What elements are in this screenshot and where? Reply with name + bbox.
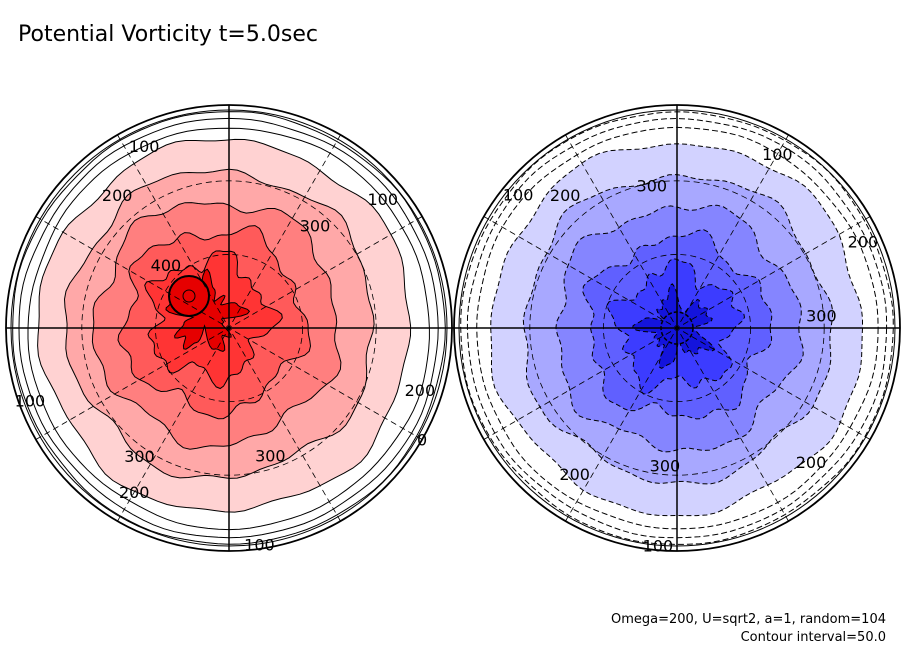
contour-label: 300 — [650, 457, 681, 476]
contour-label: 100 — [244, 535, 275, 554]
contour-label: 200 — [848, 232, 879, 251]
contour-label: 200 — [102, 186, 133, 205]
panel-south: 100 100 200 300 200 300 200 300 200 100 — [453, 104, 901, 556]
contour-label: 300 — [637, 176, 668, 195]
contour-label: 200 — [550, 186, 581, 205]
contour-label: 300 — [255, 446, 286, 465]
contour-interval-note: Contour interval=50.0 — [740, 630, 886, 645]
chart-title: Potential Vorticity t=5.0sec — [18, 22, 318, 47]
contour-label: 100 — [503, 186, 534, 205]
contour-label: 200 — [796, 453, 827, 472]
vortex-center — [182, 289, 196, 303]
contour-label: 100 — [367, 190, 398, 209]
panel-north: 100 200 100 300 400 200 0 100 300 200 300 100 — [5, 104, 453, 554]
contour-label: 300 — [124, 447, 155, 466]
contour-label: 300 — [806, 306, 837, 325]
contour-label: 0 — [417, 431, 427, 450]
contour-label: 300 — [300, 217, 331, 236]
contour-label: 200 — [119, 483, 150, 502]
contour-label: 100 — [643, 537, 674, 556]
contour-label: 100 — [15, 391, 46, 410]
contour-label: 100 — [762, 145, 793, 164]
contour-label: 200 — [559, 465, 590, 484]
vortex-core — [168, 275, 210, 317]
contour-label: 100 — [129, 137, 160, 156]
params-note: Omega=200, U=sqrt2, a=1, random=104 — [610, 612, 886, 627]
contour-label: 200 — [405, 381, 436, 400]
contour-label: 400 — [151, 256, 182, 275]
